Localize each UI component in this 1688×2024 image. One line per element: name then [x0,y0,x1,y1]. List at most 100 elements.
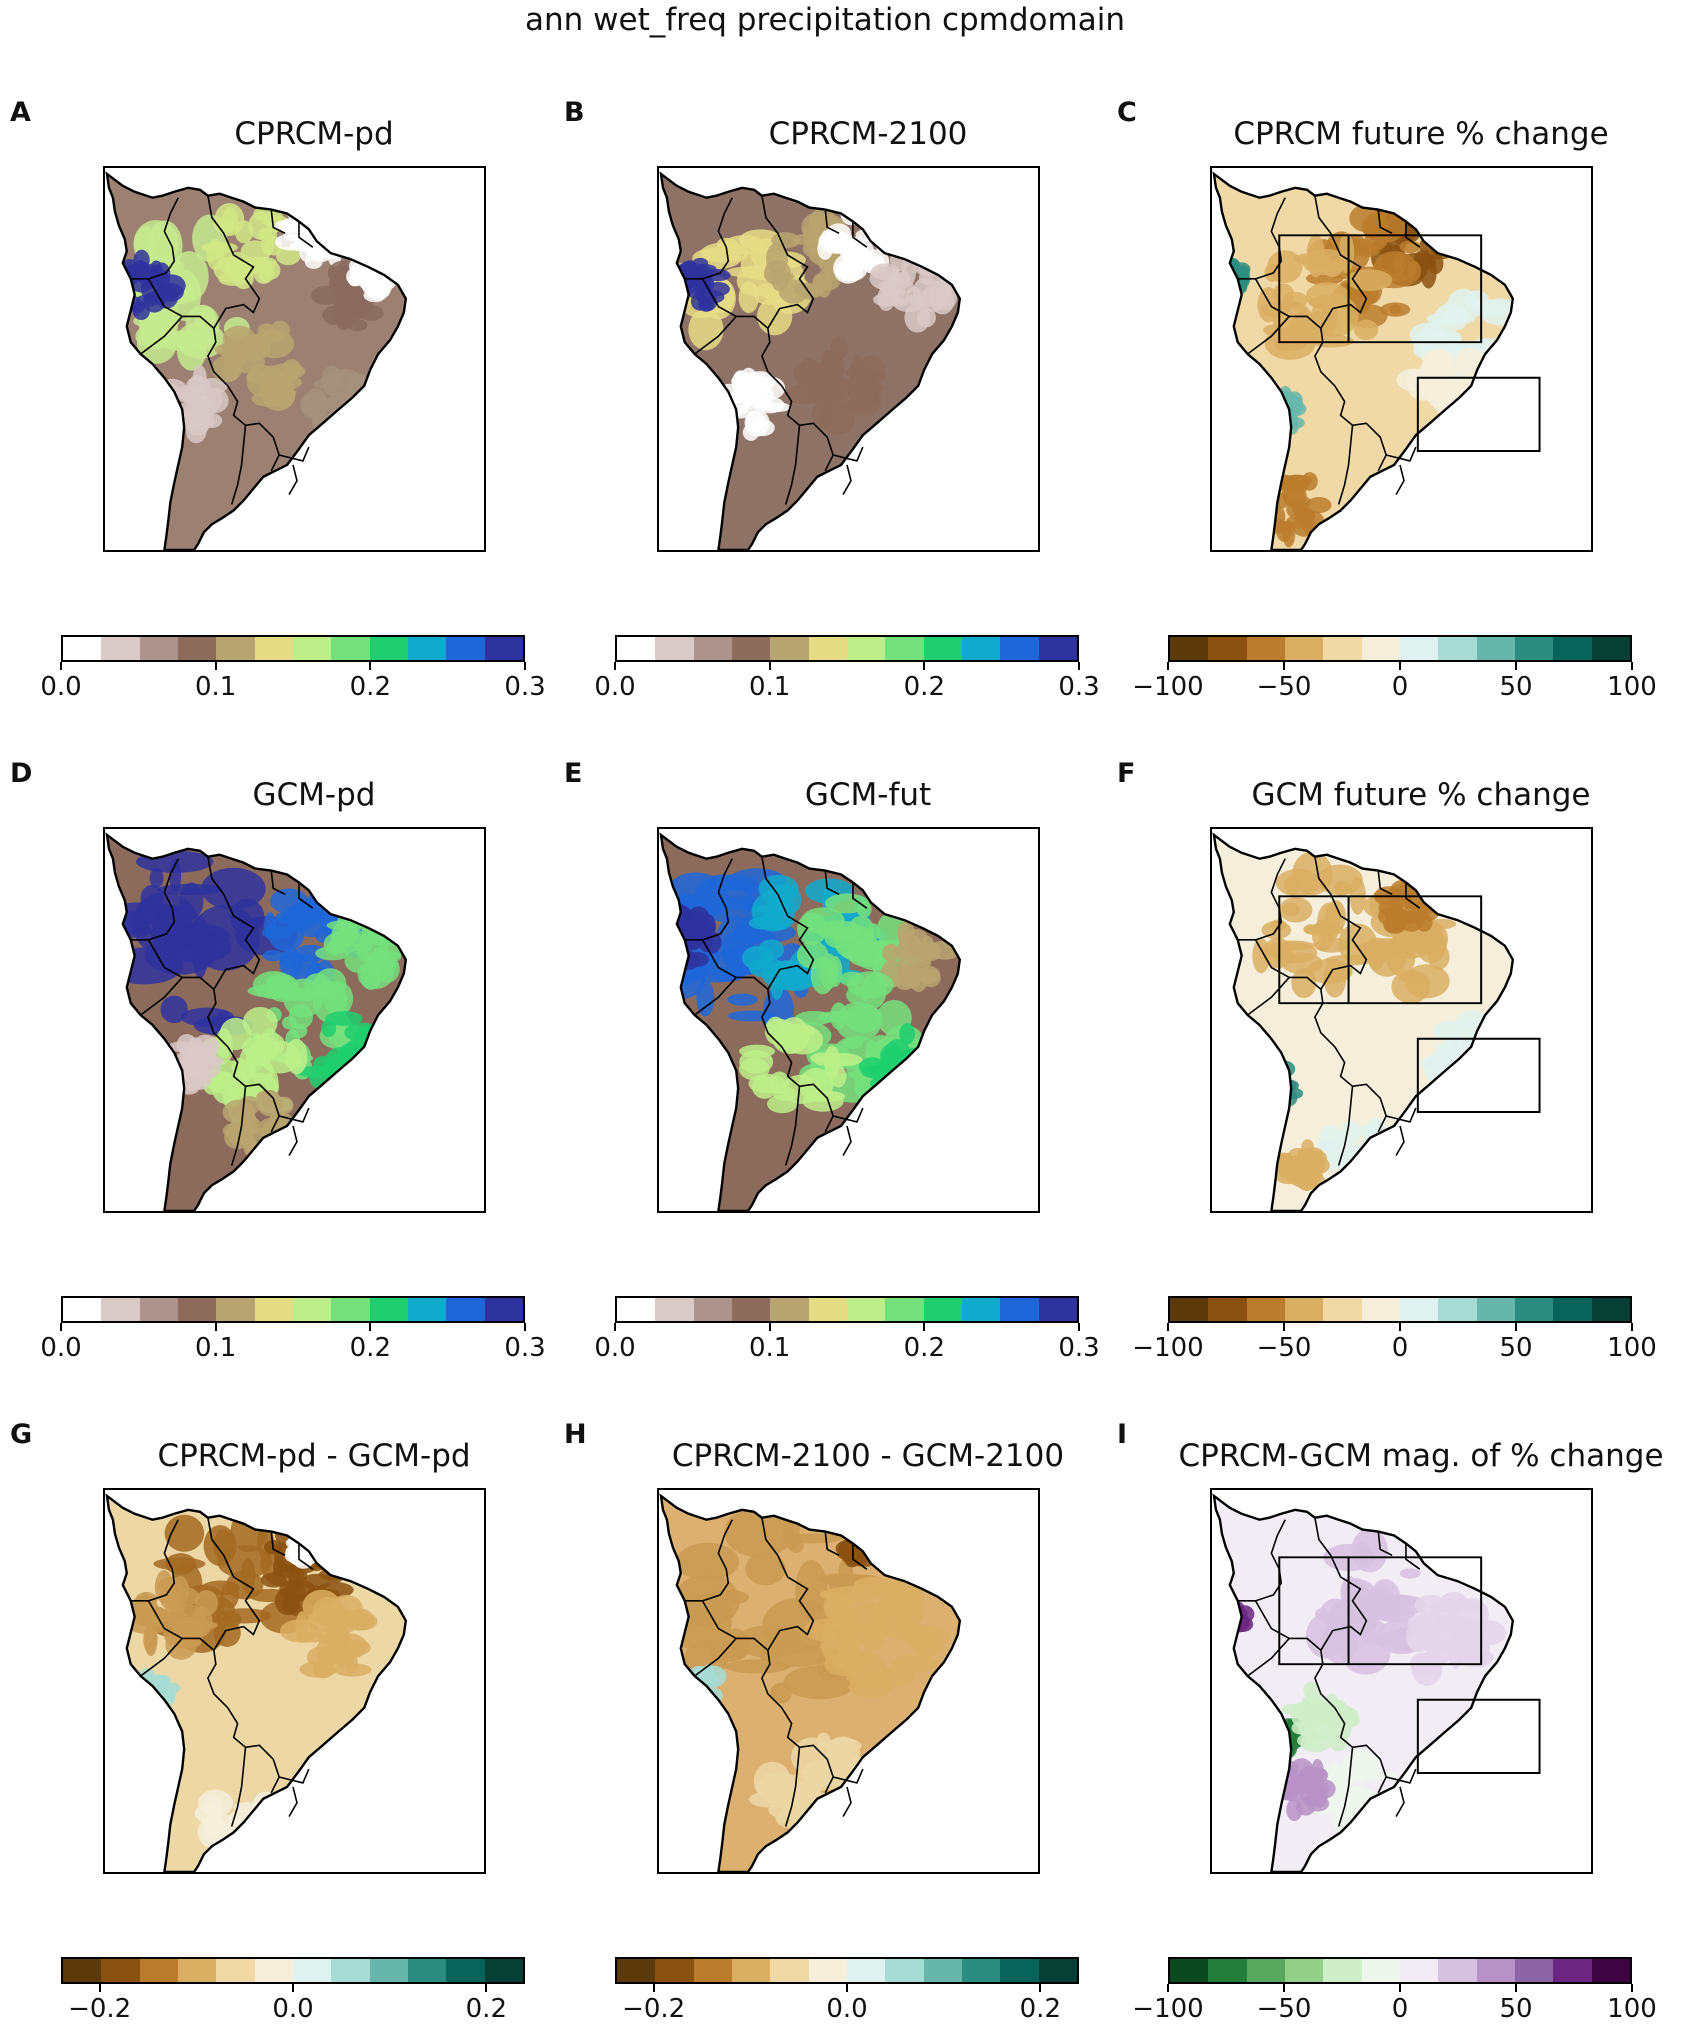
colorbar-swatch [1246,637,1285,660]
colorbar-swatch [885,1298,924,1321]
coastline [659,171,962,550]
colorbar-swatch [1323,1298,1362,1321]
colorbar-swatch [407,1298,447,1321]
country-borders [684,1517,868,1827]
map-plot [659,171,962,550]
coastline [105,832,408,1211]
colorbar-swatch [1399,1298,1439,1321]
colorbar-swatch [1323,1959,1362,1982]
colorbar-swatch [1553,637,1592,660]
panel-letter: I [1117,1419,1128,1450]
coastline [1212,832,1515,1211]
panel-title: CPRCM-pd [234,116,394,152]
colorbar-swatch [1000,637,1039,660]
panel-letter: D [10,758,33,789]
colorbar-tick-label: 0.2 [903,1333,945,1363]
colorbar-tick-label: −0.2 [622,1994,686,2024]
colorbar-tick [1399,1323,1401,1331]
colorbar-tick [1631,1984,1633,1992]
colorbar-tick-label: 0.2 [903,672,945,702]
colorbar-swatch [254,637,293,660]
panel-title: GCM future % change [1251,777,1591,813]
coastline [659,832,962,1211]
colorbar-swatch [693,637,732,660]
colorbar-swatch [1476,1298,1515,1321]
colorbar-swatch [1591,1298,1630,1321]
panel-letter: F [1117,758,1136,789]
colorbar-tick [214,1323,217,1331]
coastline [1212,1493,1515,1872]
colorbar-swatch [617,1959,656,1982]
map-panel-e [657,827,1040,1213]
colorbar-tick-label: 0.3 [504,672,546,702]
colorbar-swatch [1553,1298,1592,1321]
colorbar-tick [369,1323,372,1331]
colorbar-swatch [292,637,332,660]
colorbar [1168,1957,1632,1984]
colorbar-swatch [101,1298,140,1321]
colorbar-tick [369,662,372,670]
colorbar-swatch [961,637,1001,660]
colorbar-swatch [1246,1298,1285,1321]
colorbar-tick-label: −100 [1132,1994,1204,2024]
colorbar-swatch [1208,1959,1247,1982]
colorbar-swatch [331,1298,370,1321]
map-plot [105,1493,408,1872]
colorbar-tick-label: 50 [1499,672,1533,702]
colorbar-tick-label: −50 [1256,1333,1312,1363]
colorbar-swatch [1208,637,1247,660]
panel-letter: H [564,1419,587,1450]
colorbar-swatch [1591,1959,1630,1982]
colorbar-swatch [770,1959,809,1982]
panel-letter: B [564,97,585,128]
region-boxes [1278,234,1541,453]
colorbar-swatch [617,637,656,660]
colorbar-tick [768,662,771,670]
colorbar-swatch [101,637,140,660]
colorbar-swatch [1170,1298,1209,1321]
map-panel-f [1210,827,1593,1213]
colorbar-swatch [1553,1959,1592,1982]
colorbar-tick [614,662,616,670]
colorbar-tick [1039,1984,1042,1992]
colorbar-swatch [254,1298,293,1321]
panel-title: CPRCM-GCM mag. of % change [1178,1438,1664,1474]
colorbar-swatch [655,1298,694,1321]
colorbar-swatch [1038,637,1077,660]
colorbar-swatch [292,1959,332,1982]
colorbar-swatch [770,637,809,660]
colorbar-tick-label: 0.3 [1058,672,1100,702]
colorbar-swatch [254,1959,293,1982]
colorbar-swatch [655,637,694,660]
colorbar-swatch [617,1298,656,1321]
map-panel-b [657,166,1040,552]
colorbar-tick-label: 0 [1391,1994,1409,2024]
colorbar-swatch [693,1959,732,1982]
colorbar-swatch [1476,1959,1515,1982]
map-plot [1212,171,1541,550]
country-borders [684,856,868,1166]
colorbar-swatch [808,1959,847,1982]
colorbar-tick-label: 0.1 [194,1333,237,1363]
colorbar-swatch [885,1959,924,1982]
coastline [105,1493,408,1872]
region-boxes [1278,895,1541,1114]
country-borders [130,1517,314,1827]
colorbar-swatch [1170,1959,1209,1982]
colorbar-tick-label: 50 [1499,1333,1533,1363]
panel-title: GCM-fut [804,777,932,813]
colorbar-tick-label: 0.2 [465,1994,507,2024]
colorbar-tick [1078,662,1080,670]
colorbar-swatch [484,1959,523,1982]
map-panel-a [103,166,486,552]
colorbar-tick-label: 0.3 [504,1333,546,1363]
colorbar [615,1957,1079,1984]
colorbar-tick-label: −100 [1132,672,1204,702]
colorbar-swatch [139,1959,178,1982]
colorbar-swatch [923,637,962,660]
map-plot [1212,1493,1541,1872]
country-borders [130,195,314,505]
panel-letter: C [1117,97,1137,128]
colorbar-swatch [1246,1959,1285,1982]
colorbar-swatch [216,1959,255,1982]
